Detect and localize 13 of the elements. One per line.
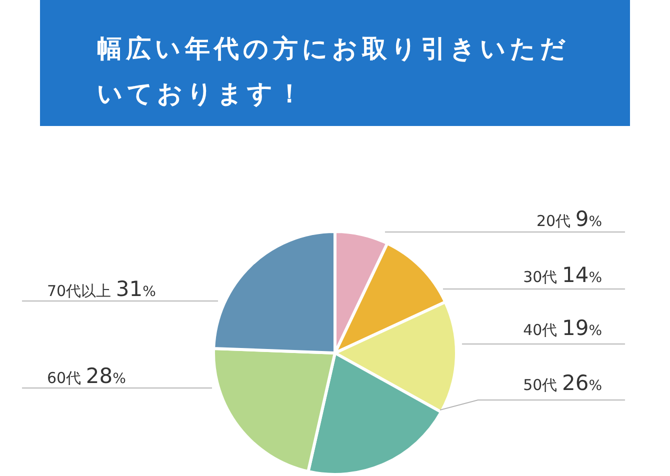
slice-label: 50代 (523, 376, 562, 394)
data-label: 26% (562, 371, 602, 395)
chart-title: 幅広い年代の方にお取り引きいただいております！ (97, 33, 571, 110)
data-label: 31% (116, 277, 156, 301)
data-label: 19% (562, 316, 602, 340)
slice-label: 60代 (47, 369, 86, 387)
data-label: 28% (86, 364, 126, 388)
slice-label: 70代以上 (47, 282, 116, 300)
data-label: 9% (575, 207, 602, 231)
slice-label: 20代 (536, 212, 576, 230)
slice-label: 40代 (523, 321, 562, 339)
slice-label: 30代 (523, 268, 562, 286)
data-label: 14% (562, 263, 602, 287)
